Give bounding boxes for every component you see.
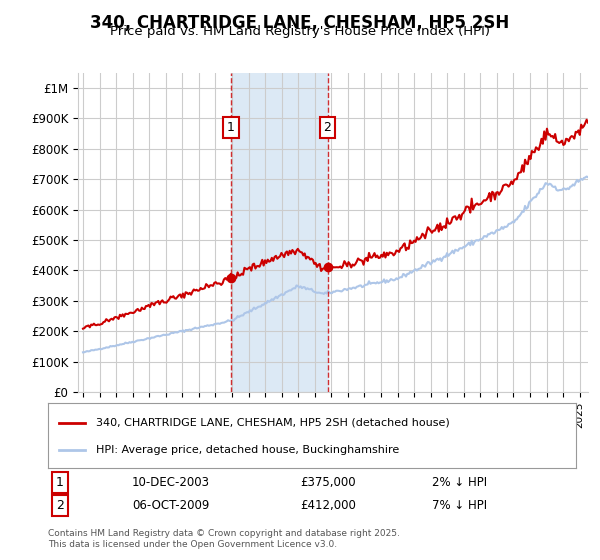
Text: Contains HM Land Registry data © Crown copyright and database right 2025.
This d: Contains HM Land Registry data © Crown c…	[48, 529, 400, 549]
Text: Price paid vs. HM Land Registry's House Price Index (HPI): Price paid vs. HM Land Registry's House …	[110, 25, 490, 38]
Text: 1: 1	[227, 121, 235, 134]
Text: 2: 2	[56, 499, 64, 512]
Text: 340, CHARTRIDGE LANE, CHESHAM, HP5 2SH: 340, CHARTRIDGE LANE, CHESHAM, HP5 2SH	[91, 14, 509, 32]
Text: 2: 2	[323, 121, 331, 134]
Text: 10-DEC-2003: 10-DEC-2003	[132, 476, 210, 489]
Bar	[231, 73, 328, 392]
Text: £375,000: £375,000	[300, 476, 356, 489]
Text: £412,000: £412,000	[300, 499, 356, 512]
Text: HPI: Average price, detached house, Buckinghamshire: HPI: Average price, detached house, Buck…	[95, 445, 399, 455]
Text: 2% ↓ HPI: 2% ↓ HPI	[432, 476, 487, 489]
Text: 340, CHARTRIDGE LANE, CHESHAM, HP5 2SH (detached house): 340, CHARTRIDGE LANE, CHESHAM, HP5 2SH (…	[95, 418, 449, 427]
Text: 06-OCT-2009: 06-OCT-2009	[132, 499, 209, 512]
Text: 1: 1	[56, 476, 64, 489]
Text: 7% ↓ HPI: 7% ↓ HPI	[432, 499, 487, 512]
